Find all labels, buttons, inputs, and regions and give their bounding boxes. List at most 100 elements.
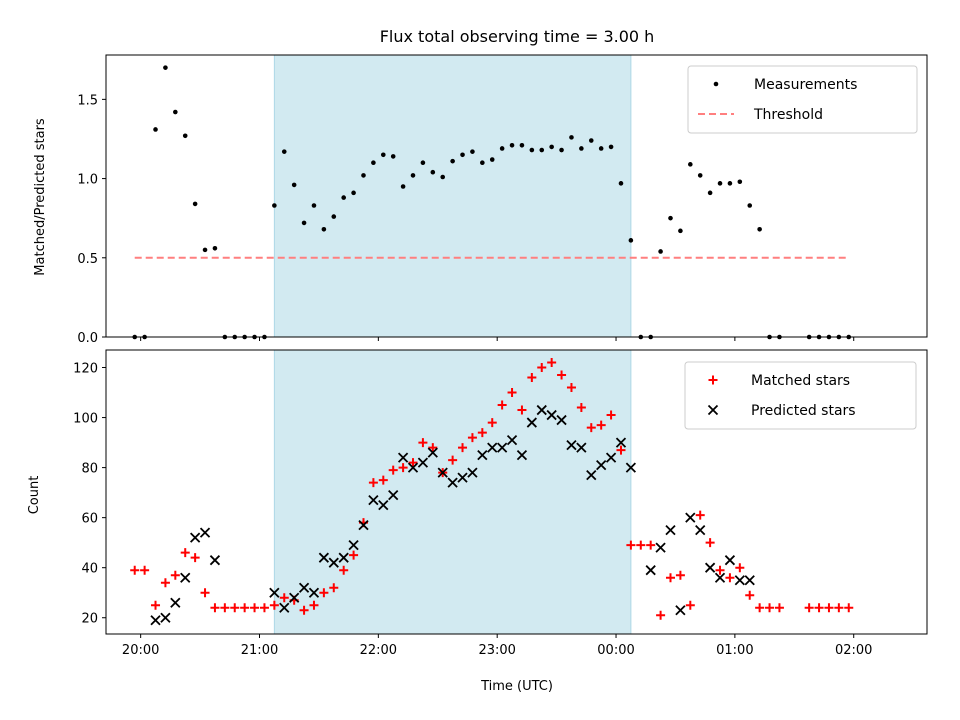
bottom-series-matched-stars-point	[329, 583, 339, 593]
bottom-series-matched-stars-point	[458, 443, 468, 453]
bottom-series-matched-stars-point	[428, 443, 438, 453]
bottom-series-predicted-stars-point	[328, 557, 339, 568]
top-series-measurements-point	[371, 160, 376, 166]
bottom-series-predicted-stars-point	[695, 525, 706, 536]
bottom-legend-label: Predicted stars	[751, 403, 856, 419]
bottom-series-predicted-stars-point	[170, 597, 181, 608]
top-series-measurements-point	[470, 149, 475, 154]
top-series-measurements-point	[400, 184, 406, 189]
top-series-measurements-point	[668, 215, 673, 221]
bottom-series-predicted-stars-point	[566, 439, 577, 451]
bottom-series-predicted-stars-point	[180, 572, 191, 583]
bottom-series-matched-stars-point	[368, 478, 378, 488]
x-tick-label: 21:00	[241, 643, 278, 658]
bottom-series-predicted-stars	[150, 404, 755, 626]
bottom-series-matched-stars-point	[725, 573, 735, 583]
count-panel: 20:00 21:00 22:00 23:00 00:00 01:00 02:00 20 40 6…	[73, 349, 928, 658]
bottom-y-tick-label: 100	[73, 412, 98, 427]
x-tick-label: 20:00	[122, 643, 159, 658]
bottom-series-matched-stars-point	[566, 383, 576, 393]
bottom-series-predicted-stars-point	[269, 587, 280, 598]
bottom-series-matched-stars-point	[695, 510, 705, 520]
bottom-series-matched-stars-point	[665, 573, 675, 583]
bottom-series-predicted-stars-point	[279, 602, 290, 613]
bottom-series-predicted-stars-point	[734, 575, 745, 586]
bottom-series-predicted-stars-point	[160, 612, 171, 623]
top-series-measurements-point	[608, 144, 614, 150]
bottom-legend: Matched stars Predicted stars	[684, 361, 917, 430]
bottom-series-predicted-stars-point	[150, 615, 161, 626]
top-series-measurements-point	[321, 226, 327, 232]
bottom-series-matched-stars-point	[675, 570, 685, 580]
bottom-series-matched-stars-point	[487, 418, 497, 428]
top-series-measurements-point	[291, 182, 297, 188]
bottom-series-predicted-stars-point	[586, 469, 597, 481]
bottom-series-predicted-stars-point	[685, 512, 696, 523]
bottom-series-matched-stars-point	[656, 610, 666, 620]
bottom-series-matched-stars-point	[576, 403, 586, 413]
bottom-series-predicted-stars-point	[378, 500, 389, 511]
top-series-measurements-point	[480, 160, 485, 166]
bottom-series-predicted-stars-point	[467, 467, 478, 478]
bottom-series-matched-stars-point	[507, 388, 517, 398]
bottom-series-predicted-stars-point	[625, 462, 637, 473]
bottom-series-matched-stars-point	[210, 603, 220, 613]
bottom-series-predicted-stars-point	[417, 457, 429, 468]
top-y-tick-label: 1.5	[77, 93, 98, 108]
bottom-series-matched-stars-point	[220, 603, 230, 613]
bottom-series-matched-stars-point	[200, 588, 210, 598]
bottom-series-matched-stars-point	[160, 578, 170, 588]
bottom-series-predicted-stars-point	[388, 489, 399, 501]
bottom-series-predicted-stars-point	[704, 562, 716, 573]
bottom-series-predicted-stars-point	[675, 605, 686, 616]
bottom-series-matched-stars-point	[616, 445, 626, 455]
bottom-series-predicted-stars-point	[546, 409, 557, 421]
bottom-series-matched-stars-point	[497, 400, 507, 410]
bottom-series-matched-stars-point	[269, 600, 279, 610]
top-series-measurements-point	[351, 190, 356, 196]
top-axes-frame	[105, 54, 928, 338]
bottom-series-matched-stars-point	[557, 370, 567, 380]
x-tick-label: 00:00	[597, 643, 634, 658]
ratio-panel: 0.0 0.5 1.0 1.5 Measurements Threshold	[77, 54, 928, 346]
bottom-series-predicted-stars-point	[358, 520, 369, 531]
bottom-series-predicted-stars-point	[189, 532, 201, 543]
bottom-series-matched-stars-point	[339, 565, 349, 575]
bottom-series-matched-stars-point	[685, 600, 695, 610]
top-series-measurements-point	[529, 147, 535, 153]
top-series-measurements-point	[182, 133, 188, 139]
bottom-series-matched-stars-point	[596, 420, 606, 430]
bottom-series-predicted-stars-point	[348, 540, 359, 551]
top-y-tick-label: 0.0	[77, 331, 98, 346]
bottom-series-predicted-stars-point	[506, 434, 518, 446]
bottom-series-predicted-stars-point	[368, 494, 379, 506]
top-series-measurements-point	[579, 146, 584, 151]
bottom-series-matched-stars-point	[537, 363, 547, 373]
bottom-series-matched-stars-point	[636, 540, 646, 550]
bottom-series-predicted-stars-point	[645, 565, 656, 576]
top-series-measurements-point	[173, 109, 178, 115]
top-series-measurements-point	[192, 201, 198, 207]
top-legend-label: Measurements	[754, 77, 857, 93]
top-series-measurements-point	[559, 147, 564, 153]
bottom-series-predicted-stars-point	[318, 552, 330, 563]
top-series-measurements-point	[569, 135, 574, 140]
bottom-legend-swatch	[708, 375, 718, 385]
top-series-measurements-point	[697, 173, 703, 178]
bottom-series-matched-stars-point	[349, 550, 359, 560]
bottom-y-tick-label: 20	[81, 612, 98, 627]
top-series-measurements-point	[539, 147, 545, 153]
bottom-observing-window	[273, 349, 632, 635]
bottom-y-tick-label: 40	[81, 562, 98, 577]
bottom-y-tick-label: 120	[73, 362, 98, 377]
top-series-measurements-point	[658, 249, 663, 254]
top-series-measurements-point	[737, 179, 743, 185]
top-series-measurements-point	[688, 162, 693, 167]
top-series-measurements-point	[390, 154, 396, 159]
top-series-measurements-point	[430, 169, 436, 175]
bottom-series-predicted-stars-point	[605, 452, 617, 463]
top-series-measurements-point	[628, 238, 634, 243]
bottom-series-matched-stars-point	[477, 428, 487, 438]
top-series-measurements-point	[519, 143, 525, 148]
